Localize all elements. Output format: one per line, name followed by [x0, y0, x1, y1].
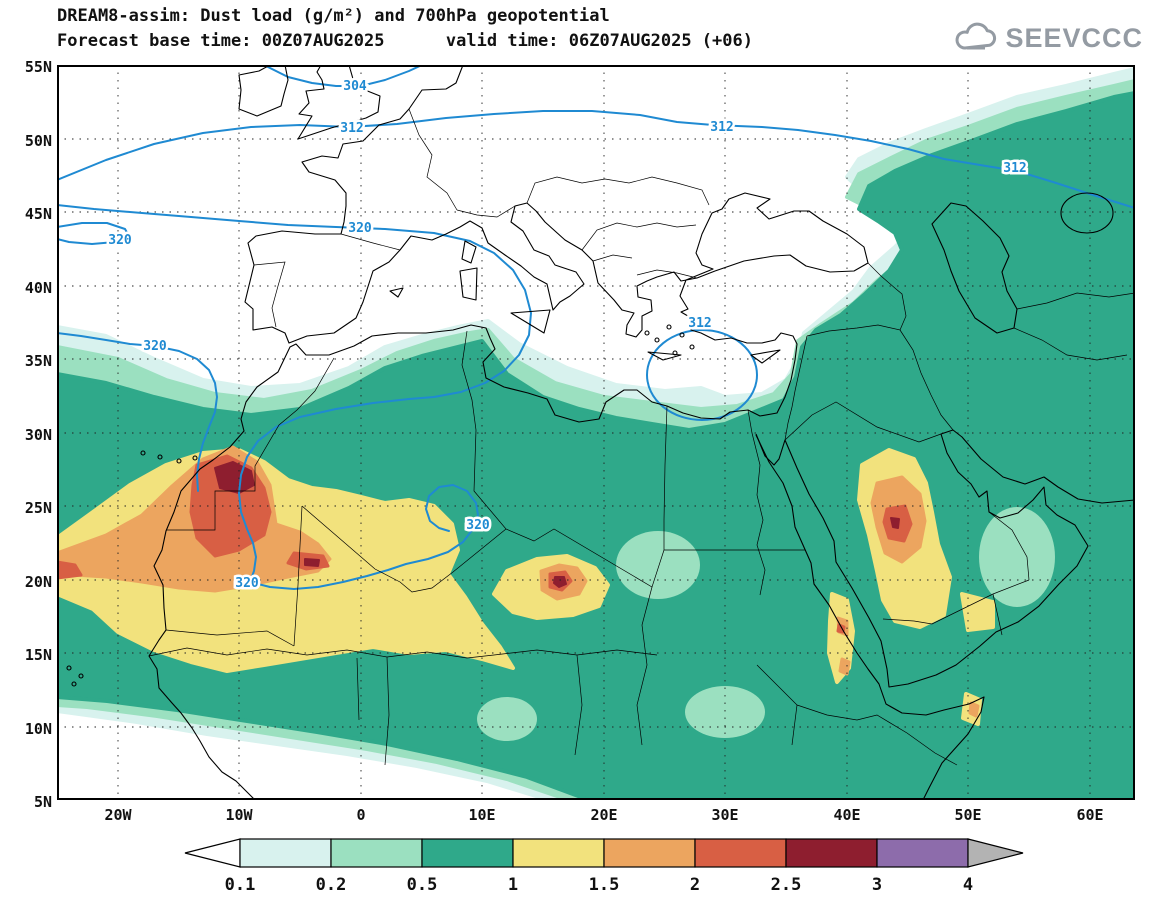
colorbar-tick-label: 2.5 — [771, 875, 802, 895]
geopotential-label: 320 — [235, 576, 259, 591]
dust-light-patch — [616, 531, 700, 599]
geopotential-contours — [56, 64, 1136, 590]
colorbar-arrow-high — [967, 838, 1024, 868]
lat-tick-label: 35N — [24, 352, 52, 370]
colorbar-tick-label: 4 — [963, 875, 973, 895]
coast-red-sea-africa — [755, 434, 985, 801]
aral-sea — [1060, 192, 1114, 234]
colorbar-segment — [421, 838, 514, 868]
dust-area-0p5 — [55, 91, 1137, 802]
lat-tick-label: 10N — [24, 720, 52, 738]
colorbar-tick-label: 1.5 — [589, 875, 620, 895]
lat-tick-label: 40N — [24, 279, 52, 297]
map-panel: 304 312 312 312 312 320 320 320 320 320 — [55, 64, 1137, 802]
coastlines — [66, 64, 1136, 801]
map: 304 312 312 312 312 320 320 320 320 320 — [55, 64, 1137, 802]
colorbar: 0.1 0.2 0.5 1 1.5 2 2.5 3 4 — [175, 838, 1055, 904]
lat-tick-label: 5N — [33, 793, 52, 811]
lat-tick-label: 50N — [24, 132, 52, 150]
map-frame — [57, 65, 1135, 800]
dust-area-3-arabia — [890, 517, 900, 529]
dust-area-3-mali — [304, 558, 320, 567]
lat-tick-label: 20N — [24, 573, 52, 591]
geopotential-label: 312 — [340, 121, 363, 136]
geopotential-label: 304 — [343, 79, 367, 94]
colorbar-segment — [785, 838, 878, 868]
lon-tick-label: 30E — [711, 806, 739, 824]
dust-area-3-morocco — [214, 461, 255, 494]
nile-river — [747, 409, 766, 596]
coast-europe-africa — [148, 64, 869, 801]
island-crete — [647, 351, 682, 361]
logo: SEEVCCC — [953, 22, 1143, 54]
colorbar-segment — [512, 838, 605, 868]
geopotential-labels: 304 312 312 312 312 320 320 320 320 320 — [106, 77, 1029, 594]
geo-contour-320-loop — [56, 222, 130, 245]
small-islands — [66, 324, 695, 687]
geopotential-label: 320 — [143, 339, 167, 354]
dust-area-1p5-eritrea-b — [838, 657, 851, 676]
dust-area-3-chad — [553, 576, 567, 588]
colorbar-segment — [876, 838, 969, 868]
geopotential-label: 312 — [1003, 161, 1026, 176]
chart-subtitle: Forecast base time: 00Z07AUG2025 valid t… — [57, 31, 753, 51]
lon-tick-label: 60E — [1076, 806, 1104, 824]
lat-tick-label: 30N — [24, 426, 52, 444]
geo-contour-320-west — [56, 332, 218, 492]
dust-area-1-dhofar — [960, 592, 995, 632]
colorbar-segment — [330, 838, 423, 868]
lon-tick-label: 40E — [833, 806, 861, 824]
lon-tick-label: 10W — [225, 806, 253, 824]
caspian-sea — [931, 202, 1018, 334]
geopotential-label: 312 — [710, 120, 733, 135]
lat-tick-label: 15N — [24, 646, 52, 664]
dust-fill-layer — [55, 67, 1137, 802]
colorbar-tick-label: 2 — [690, 875, 700, 895]
colorbar-tick-label: 0.5 — [407, 875, 438, 895]
lat-tick-label: 45N — [24, 205, 52, 223]
dust-light-patch — [979, 507, 1055, 607]
colorbar-tick-label: 0.1 — [225, 875, 256, 895]
geo-contour-304 — [263, 64, 423, 87]
colorbar-tick-label: 3 — [872, 875, 882, 895]
coast-england — [297, 64, 381, 140]
geopotential-label: 320 — [466, 518, 490, 533]
dust-light-patch — [477, 697, 537, 741]
lat-tick-label: 55N — [24, 58, 52, 76]
geo-contour-312 — [56, 110, 1136, 209]
chart-title: DREAM8-assim: Dust load (g/m²) and 700hP… — [57, 6, 610, 26]
country-borders — [148, 108, 1136, 766]
logo-text: SEEVCCC — [1005, 22, 1143, 53]
island-corsica — [461, 240, 477, 264]
lon-tick-label: 50E — [954, 806, 982, 824]
island-sicily — [510, 309, 551, 334]
island-sardinia — [459, 267, 478, 301]
geopotential-label: 312 — [688, 316, 711, 331]
coast-ireland — [238, 64, 289, 117]
colorbar-tick-label: 1 — [508, 875, 518, 895]
island-cyprus — [750, 349, 781, 364]
lon-tick-label: 20W — [104, 806, 132, 824]
coast-arabia — [755, 429, 1136, 688]
lon-tick-label: 0 — [356, 806, 366, 824]
colorbar-segment — [694, 838, 787, 868]
island-mallorca — [389, 287, 404, 298]
geo-contour-312-low — [646, 329, 758, 421]
lon-tick-label: 20E — [590, 806, 618, 824]
colorbar-arrow-low — [184, 838, 241, 868]
grid — [57, 65, 1135, 800]
dust-area-1p5-somalia — [968, 701, 980, 718]
lon-tick-label: 10E — [468, 806, 496, 824]
dust-light-patch — [685, 686, 765, 738]
geopotential-label: 320 — [348, 221, 372, 236]
lat-tick-label: 25N — [24, 499, 52, 517]
colorbar-segment — [603, 838, 696, 868]
geo-contour-320-main — [56, 204, 532, 590]
cloud-icon — [956, 22, 997, 50]
colorbar-segment — [239, 838, 332, 868]
colorbar-tick-label: 0.2 — [316, 875, 347, 895]
geopotential-label: 320 — [108, 233, 132, 248]
